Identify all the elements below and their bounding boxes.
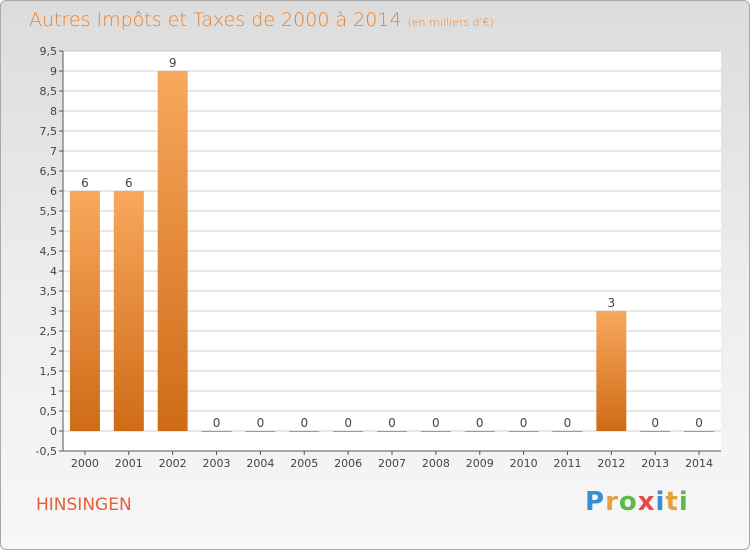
- x-tick-label-2002: 2002: [159, 457, 187, 470]
- place-name: HINSINGEN: [36, 495, 132, 515]
- x-tick-label-2011: 2011: [553, 457, 581, 470]
- x-tick-label-2003: 2003: [203, 457, 231, 470]
- data-label-2007: 0: [388, 416, 396, 430]
- y-tick-label: 9,5: [40, 45, 58, 58]
- bar-2011[interactable]: [552, 431, 583, 432]
- chart-subtitle: (en milliers d'€): [407, 16, 494, 29]
- bar-2000[interactable]: [69, 191, 100, 431]
- logo-letter: P: [585, 487, 606, 517]
- bar-2007[interactable]: [377, 431, 407, 432]
- y-tick-label: 9: [50, 65, 57, 78]
- x-tick-label-2009: 2009: [466, 457, 494, 470]
- y-tick-label: 3,5: [40, 285, 58, 298]
- chart-title: Autres Impôts et Taxes de 2000 à 2014 (en…: [29, 9, 494, 31]
- x-tick-label-2014: 2014: [685, 457, 713, 470]
- data-label-2013: 0: [651, 416, 659, 430]
- bar-2013[interactable]: [640, 431, 671, 432]
- y-tick-label: 8: [50, 105, 57, 118]
- data-label-2012: 3: [608, 296, 616, 310]
- bar-2010[interactable]: [508, 431, 539, 432]
- data-label-2006: 0: [344, 416, 352, 430]
- data-label-2014: 0: [695, 416, 703, 430]
- bar-2014[interactable]: [684, 431, 715, 432]
- y-tick-label: 6: [50, 185, 57, 198]
- data-label-2000: 6: [81, 176, 89, 190]
- bar-2012[interactable]: [596, 311, 627, 431]
- y-tick-label: 0,5: [40, 405, 58, 418]
- x-tick-label-2004: 2004: [246, 457, 274, 470]
- data-label-2005: 0: [300, 416, 308, 430]
- bar-2005[interactable]: [289, 431, 320, 432]
- logo-letter: i: [678, 487, 689, 517]
- y-tick-label: 1: [50, 385, 57, 398]
- logo-letter: o: [618, 487, 638, 517]
- data-label-2008: 0: [432, 416, 440, 430]
- y-tick-label: 4,5: [40, 245, 58, 258]
- logo-letter: r: [605, 487, 619, 517]
- bar-2009[interactable]: [464, 431, 495, 432]
- bar-2003[interactable]: [201, 431, 232, 432]
- logo-letter: t: [665, 487, 679, 517]
- y-tick-label: 5,5: [40, 205, 58, 218]
- y-tick-label: 2: [50, 345, 57, 358]
- bar-2004[interactable]: [245, 431, 276, 432]
- x-tick-label-2013: 2013: [641, 457, 669, 470]
- data-label-2002: 9: [169, 56, 177, 70]
- y-tick-label: 6,5: [40, 165, 58, 178]
- data-label-2001: 6: [125, 176, 133, 190]
- x-tick-label-2001: 2001: [115, 457, 143, 470]
- bar-2006[interactable]: [333, 431, 364, 432]
- bar-2008[interactable]: [420, 431, 451, 432]
- chart-title-text: Autres Impôts et Taxes de 2000 à 2014: [29, 9, 402, 31]
- logo-letter: x: [637, 487, 656, 517]
- proxiti-logo[interactable]: Proxiti: [585, 487, 689, 517]
- x-tick-label-2007: 2007: [378, 457, 406, 470]
- y-tick-label: 2,5: [40, 325, 58, 338]
- x-tick-label-2000: 2000: [71, 457, 99, 470]
- y-tick-label: 1,5: [40, 365, 58, 378]
- y-tick-label: 8,5: [40, 85, 58, 98]
- data-label-2011: 0: [564, 416, 572, 430]
- x-tick-label-2012: 2012: [597, 457, 625, 470]
- bar-2001[interactable]: [113, 191, 144, 431]
- y-tick-label: 7: [50, 145, 57, 158]
- y-tick-label: 5: [50, 225, 57, 238]
- x-tick-label-2005: 2005: [290, 457, 318, 470]
- logo-letter: i: [655, 487, 666, 517]
- data-label-2003: 0: [213, 416, 221, 430]
- x-tick-label-2008: 2008: [422, 457, 450, 470]
- data-label-2004: 0: [257, 416, 265, 430]
- y-tick-label: -0,5: [36, 445, 57, 458]
- data-label-2009: 0: [476, 416, 484, 430]
- bar-2002[interactable]: [157, 71, 188, 431]
- x-tick-label-2006: 2006: [334, 457, 362, 470]
- y-tick-label: 7,5: [40, 125, 58, 138]
- y-tick-label: 4: [50, 265, 57, 278]
- y-tick-label: 3: [50, 305, 57, 318]
- data-label-2010: 0: [520, 416, 528, 430]
- x-tick-label-2010: 2010: [510, 457, 538, 470]
- y-tick-label: 0: [50, 425, 57, 438]
